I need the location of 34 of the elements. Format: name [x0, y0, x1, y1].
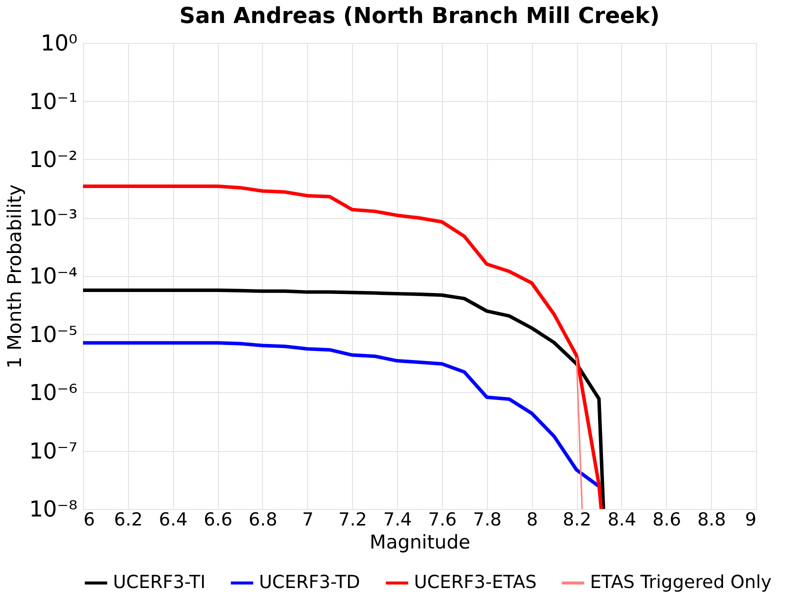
- x-tick-label: 6: [84, 510, 95, 530]
- x-tick-label: 6.8: [248, 510, 278, 530]
- x-tick-label: 8.4: [608, 510, 636, 530]
- y-tick-label: 10⁰: [40, 32, 78, 56]
- x-tick-label: 7: [302, 510, 314, 530]
- legend-label: UCERF3-ETAS: [414, 572, 537, 593]
- x-tick-label: 6.6: [204, 510, 232, 530]
- line-series: [83, 288, 606, 509]
- y-tick-label: 10⁻²: [29, 148, 78, 173]
- x-tick-label: 7.8: [472, 510, 502, 530]
- x-tick-label: 7.2: [338, 510, 368, 530]
- x-tick-label: 6.2: [114, 510, 143, 530]
- x-tick-label: 7.6: [428, 510, 457, 530]
- y-tick-label: 10⁻⁴: [29, 264, 78, 290]
- y-tick-label: 10⁻⁶: [29, 381, 78, 406]
- y-tick-label: 10⁻⁷: [29, 439, 78, 464]
- chart-title: San Andreas (North Branch Mill Creek): [179, 4, 660, 29]
- legend-label: UCERF3-TD: [259, 572, 360, 593]
- legend-label: ETAS Triggered Only: [590, 572, 772, 593]
- y-tick-label: 10⁻⁵: [29, 322, 78, 348]
- x-tick-label: 6.4: [158, 510, 188, 530]
- x-tick-label: 8.2: [562, 510, 592, 530]
- y-tick-label: 10⁻⁸: [29, 498, 78, 522]
- x-tick-label: 9: [745, 510, 756, 530]
- x-axis-title: Magnitude: [370, 532, 470, 554]
- x-tick-label: 8.6: [652, 510, 682, 530]
- y-tick-label: 10⁻³: [29, 206, 78, 232]
- y-tick-label: 10⁻¹: [29, 90, 78, 115]
- x-tick-label: 8: [526, 510, 538, 530]
- x-tick-label: 7.4: [383, 510, 412, 530]
- line-series: [83, 184, 603, 509]
- y-axis-title: 1 Month Probability: [4, 184, 26, 369]
- legend-label: UCERF3-TI: [113, 572, 206, 593]
- x-tick-label: 8.8: [697, 510, 726, 530]
